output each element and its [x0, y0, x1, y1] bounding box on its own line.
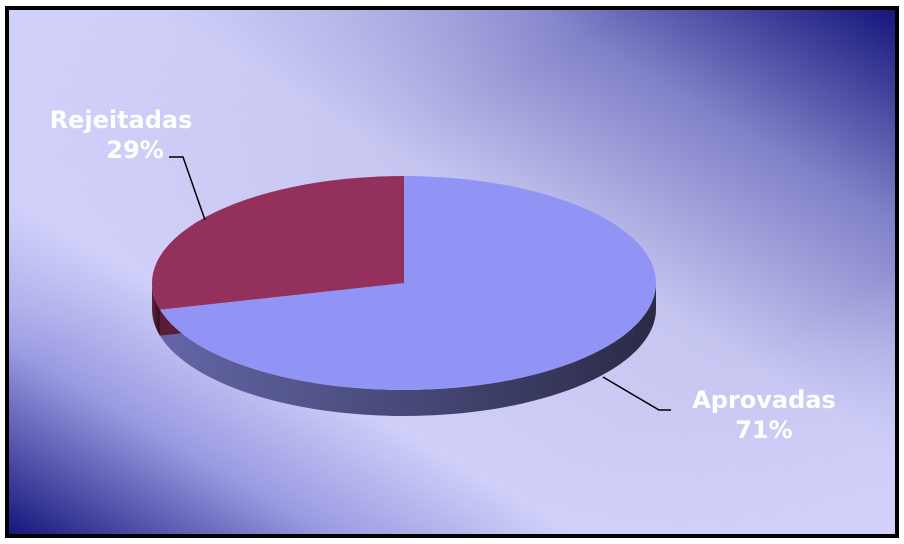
- slice-side-shade-rejeitadas: [152, 283, 160, 336]
- slice-side-shade-aprovadas: [159, 283, 656, 417]
- label-category-rejeitadas: Rejeitadas: [50, 106, 193, 134]
- label-category-aprovadas: Aprovadas: [692, 386, 836, 414]
- label-value-rejeitadas: 29%: [106, 136, 163, 164]
- leader-line-aprovadas: [602, 376, 671, 411]
- slice-aprovadas[interactable]: [159, 176, 656, 391]
- leader-line-rejeitadas: [169, 156, 206, 221]
- pie-tops: [151, 176, 656, 391]
- chart-area: Aprovadas 71% Rejeitadas 29%: [5, 6, 899, 538]
- slice-rejeitadas[interactable]: [151, 176, 404, 310]
- label-value-aprovadas: 71%: [735, 416, 792, 444]
